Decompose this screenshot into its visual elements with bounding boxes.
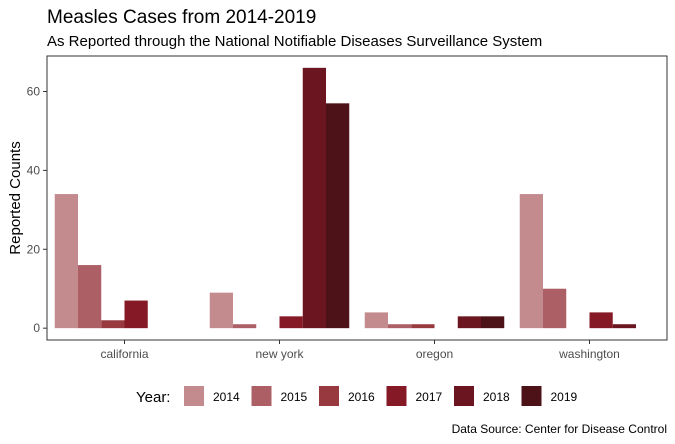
legend-swatch-2014 (184, 386, 204, 406)
plot-area (46, 55, 668, 341)
bar-new-york-2018 (302, 67, 326, 329)
legend-label-2016: 2016 (348, 390, 375, 404)
panel-border (46, 55, 668, 341)
bar-washington-2018 (612, 324, 636, 329)
bar-new-york-2015 (233, 324, 257, 329)
x-tick-label-3: washington (558, 347, 620, 361)
bar-oregon-2014 (364, 312, 388, 329)
chart-subtitle: As Reported through the National Notifia… (47, 33, 542, 50)
bars (54, 67, 636, 329)
bar-oregon-2015 (388, 324, 412, 329)
x-tick-label-2: oregon (416, 347, 453, 361)
x-tick-label-1: new york (255, 347, 304, 361)
bar-california-2015 (78, 265, 102, 329)
caption: Data Source: Center for Disease Control (452, 422, 667, 436)
legend-swatch-2019 (521, 386, 542, 406)
y-tick-label-1: 20 (27, 242, 41, 256)
bar-new-york-2019 (326, 103, 350, 329)
bar-new-york-2017 (279, 316, 303, 329)
chart-title: Measles Cases from 2014-2019 (47, 7, 316, 28)
bar-california-2014 (54, 194, 78, 329)
bar-washington-2015 (543, 288, 567, 329)
x-axis: california new york oregon washington (100, 340, 620, 361)
bar-oregon-2019 (481, 316, 505, 329)
y-axis: 0 20 40 60 (27, 85, 47, 335)
legend-swatch-2016 (319, 386, 339, 406)
legend-label-2014: 2014 (213, 390, 240, 404)
legend-swatch-2015 (251, 386, 272, 406)
bar-new-york-2014 (209, 292, 233, 329)
y-tick-label-0: 0 (33, 321, 40, 335)
legend-swatch-2018 (454, 386, 474, 406)
x-tick-label-0: california (100, 347, 148, 361)
legend-label-2019: 2019 (551, 390, 578, 404)
bar-washington-2017 (589, 312, 613, 329)
legend-label-2015: 2015 (281, 390, 308, 404)
legend: Year: 2014 2015 2016 2017 2018 2019 (136, 386, 578, 406)
bar-california-2016 (101, 320, 125, 329)
bar-california-2017 (124, 300, 148, 329)
y-tick-label-2: 40 (27, 163, 41, 177)
bar-oregon-2018 (457, 316, 481, 329)
y-tick-label-3: 60 (27, 85, 41, 99)
legend-title: Year: (136, 389, 170, 406)
bar-oregon-2016 (411, 324, 435, 329)
legend-label-2018: 2018 (483, 390, 510, 404)
bar-washington-2014 (519, 194, 543, 329)
legend-swatch-2017 (386, 386, 407, 406)
legend-label-2017: 2017 (416, 390, 443, 404)
y-axis-title: Reported Counts (7, 141, 24, 254)
